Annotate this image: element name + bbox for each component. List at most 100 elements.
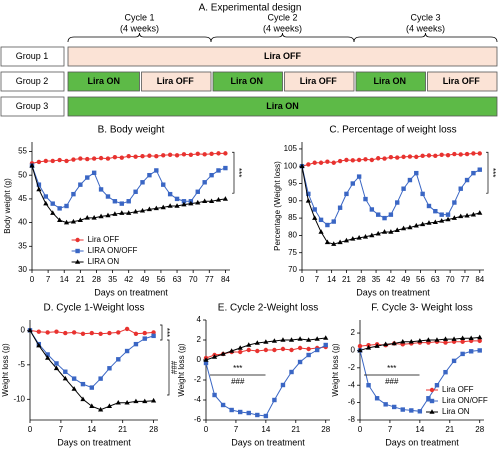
data-point [78,182,83,187]
data-point [395,155,400,160]
x-tick-label: 21 [291,425,300,434]
treatment-label: Lira ON [230,76,263,86]
data-point [356,174,362,179]
data-point [208,198,215,204]
cycle-duration: (4 weeks) [263,23,302,33]
data-point [78,156,83,161]
data-point [263,339,269,344]
data-point [89,385,94,390]
chart-title: F. Cycle 3- Weight loss [371,303,473,314]
data-point [181,201,187,207]
y-tick-label: -2 [194,375,202,384]
y-tick-label: 90 [288,196,297,205]
data-point [337,205,343,210]
data-point [181,199,187,204]
group-name: Group 2 [16,76,49,86]
significance-bracket [160,324,163,341]
data-point [80,331,86,336]
x-tick-label: 28 [149,425,158,434]
data-point [464,212,470,218]
y-tick-label: 70 [288,265,297,274]
data-point [426,203,432,209]
data-point [147,172,152,178]
data-point [458,213,464,219]
data-point [91,170,97,176]
data-point [318,217,324,223]
data-point [350,181,355,186]
x-tick-label: 0 [358,425,363,434]
data-point [142,330,147,336]
data-point [305,198,311,203]
data-point [414,170,419,176]
chart-title: B. Body weight [98,125,165,136]
significance-label: ### [169,361,178,375]
treatment-label: Lira OFF [443,76,481,86]
data-point [124,399,130,405]
data-point [272,397,277,403]
data-point [174,196,180,202]
x-tick-label: 21 [342,275,351,284]
data-point [443,340,448,345]
data-point [45,352,50,357]
significance-bracket [232,151,235,194]
data-point [451,358,457,364]
data-point [468,335,474,341]
data-point [238,409,243,415]
data-point [229,348,235,353]
x-tick-label: 63 [173,275,182,284]
data-point [119,155,124,160]
data-point [458,186,463,191]
data-point [331,219,336,224]
treatment-segment [284,71,355,92]
data-point [395,200,400,205]
data-point [426,153,432,158]
x-tick-label: 70 [189,275,198,284]
data-point [350,236,356,241]
x-tick-label: 21 [76,275,85,284]
data-point [470,211,477,217]
data-point [202,152,207,157]
x-tick-label: 0 [300,275,305,284]
x-tick-label: 14 [87,425,96,434]
data-point [382,215,387,221]
data-point [75,248,80,254]
treatment-segment [67,71,140,92]
data-point [50,210,56,215]
data-point [195,199,201,205]
data-point [112,154,118,160]
data-point [126,210,132,215]
data-point [223,151,228,156]
data-point [220,402,226,408]
x-tick-label: 7 [59,425,64,434]
data-point [369,207,375,212]
data-point [54,329,59,334]
data-point [85,156,90,162]
data-point [425,337,432,342]
data-point [439,152,444,157]
data-point [36,186,42,192]
data-point [57,157,62,163]
treatment-segment [141,71,212,92]
data-point [452,200,457,205]
data-point [417,409,423,414]
y-tick-label: 0 [21,325,26,334]
legend-label: Lira ON/OFF [442,396,488,405]
data-point [57,206,62,211]
data-point [139,207,146,213]
y-axis-label: Weight loss (g) [331,343,340,397]
data-point [452,151,457,157]
data-point [375,212,381,217]
x-tick-label: 56 [156,275,165,284]
data-point [220,351,226,356]
y-tick-label: -8 [348,415,356,424]
data-point [105,212,111,218]
x-tick-label: 14 [60,275,69,284]
y-tick-label: 105 [284,144,298,153]
significance-label: *** [387,364,396,373]
y-tick-label: -2 [348,363,356,372]
x-tick-label: 56 [416,275,425,284]
data-point [160,204,166,210]
data-point [161,182,166,187]
x-tick-label: 35 [372,275,381,284]
data-point [344,191,349,197]
